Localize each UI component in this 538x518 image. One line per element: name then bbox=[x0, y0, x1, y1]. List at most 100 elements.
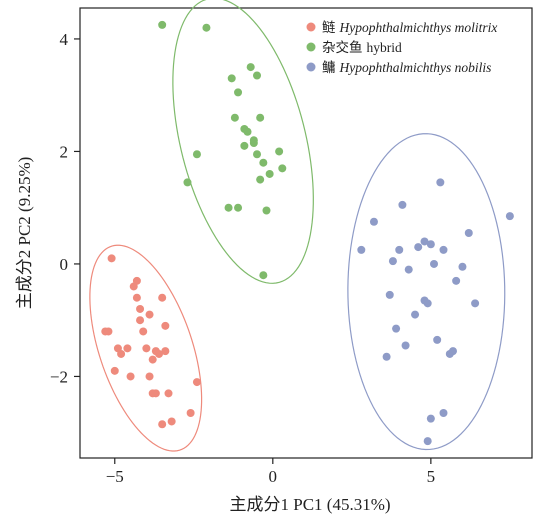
data-point bbox=[439, 245, 448, 254]
x-tick-label: 5 bbox=[427, 467, 436, 486]
data-point bbox=[104, 327, 113, 336]
data-point bbox=[136, 316, 145, 325]
data-point bbox=[278, 164, 287, 173]
data-point bbox=[426, 240, 435, 249]
data-point bbox=[161, 321, 170, 330]
data-point bbox=[382, 352, 391, 361]
y-tick-label: 4 bbox=[60, 30, 69, 49]
data-point bbox=[167, 417, 176, 426]
legend-name-latin: hybrid bbox=[367, 40, 402, 55]
data-point bbox=[158, 293, 167, 302]
data-point bbox=[161, 347, 170, 356]
data-point bbox=[139, 327, 148, 336]
data-point bbox=[401, 341, 410, 350]
legend-name-cn: 鲢 bbox=[322, 20, 336, 35]
data-point bbox=[158, 420, 167, 429]
legend-name-cn: 杂交鱼 bbox=[322, 39, 363, 55]
data-point bbox=[262, 206, 271, 215]
data-point bbox=[357, 245, 366, 254]
data-point bbox=[471, 299, 480, 308]
data-point bbox=[148, 355, 157, 364]
data-point bbox=[186, 409, 195, 417]
data-point bbox=[183, 178, 192, 187]
data-point bbox=[448, 347, 457, 356]
data-point bbox=[136, 304, 145, 313]
data-point bbox=[253, 71, 262, 80]
data-point bbox=[265, 169, 274, 178]
data-point bbox=[259, 158, 268, 167]
data-point bbox=[117, 349, 126, 358]
data-point bbox=[414, 243, 423, 252]
legend-marker bbox=[306, 42, 316, 52]
data-point bbox=[439, 409, 448, 417]
confidence-ellipse bbox=[172, 0, 314, 284]
data-points bbox=[101, 20, 514, 446]
data-point bbox=[275, 147, 284, 156]
data-point bbox=[259, 271, 268, 280]
data-point bbox=[240, 141, 249, 150]
x-tick-label: −5 bbox=[106, 467, 124, 486]
plot-frame bbox=[79, 7, 533, 459]
legend-name-cn: 鳙 bbox=[322, 60, 336, 75]
data-point bbox=[230, 113, 239, 122]
data-point bbox=[110, 366, 119, 375]
legend-entry: 杂交鱼 hybrid bbox=[322, 39, 402, 55]
data-point bbox=[404, 265, 413, 274]
data-point bbox=[151, 347, 160, 356]
data-point bbox=[420, 296, 429, 305]
data-point bbox=[126, 372, 135, 381]
legend-name-latin: Hypophthalmichthys nobilis bbox=[339, 60, 492, 75]
data-point bbox=[426, 414, 435, 423]
data-point bbox=[430, 259, 439, 268]
x-axis-label: 主成分1 PC1 (45.31%) bbox=[229, 495, 390, 514]
data-point bbox=[256, 175, 265, 184]
confidence-ellipse bbox=[89, 244, 203, 452]
data-point bbox=[436, 178, 445, 187]
data-point bbox=[224, 203, 233, 212]
confidence-ellipse bbox=[347, 133, 506, 451]
data-point bbox=[234, 88, 243, 97]
data-point bbox=[385, 290, 394, 299]
axis-ticks: −5 0 5 −2 0 2 4 bbox=[50, 30, 435, 486]
data-point bbox=[123, 344, 132, 353]
legend-entry: 鲢 Hypophthalmichthys molitrix bbox=[322, 20, 497, 35]
data-point bbox=[464, 229, 473, 237]
y-tick-label: 2 bbox=[60, 142, 69, 161]
data-point bbox=[395, 245, 404, 254]
data-point bbox=[145, 372, 154, 381]
confidence-ellipses bbox=[89, 0, 506, 452]
data-point bbox=[388, 257, 397, 266]
data-point bbox=[458, 262, 467, 271]
y-axis-label: 主成分2 PC2 (9.25%) bbox=[15, 157, 34, 310]
data-point bbox=[392, 324, 401, 333]
data-point bbox=[158, 20, 167, 29]
data-point bbox=[411, 310, 420, 319]
data-point bbox=[132, 293, 141, 302]
legend-name-latin: Hypophthalmichthys molitrix bbox=[339, 20, 498, 35]
data-point bbox=[433, 335, 442, 344]
data-point bbox=[227, 74, 236, 83]
data-point bbox=[142, 344, 151, 353]
y-tick-label: −2 bbox=[50, 367, 68, 386]
data-point bbox=[192, 150, 201, 159]
data-point bbox=[145, 310, 154, 319]
data-point bbox=[249, 136, 258, 145]
data-point bbox=[423, 437, 432, 446]
data-point bbox=[107, 254, 116, 263]
data-point bbox=[132, 276, 141, 285]
data-point bbox=[202, 23, 211, 32]
legend-marker bbox=[306, 22, 316, 32]
data-point bbox=[243, 127, 252, 136]
data-point bbox=[420, 237, 429, 246]
y-tick-label: 0 bbox=[60, 255, 69, 274]
data-point bbox=[234, 203, 243, 212]
legend-entry: 鳙 Hypophthalmichthys nobilis bbox=[322, 60, 491, 75]
data-point bbox=[164, 389, 173, 398]
data-point bbox=[369, 217, 378, 226]
data-point bbox=[452, 276, 461, 285]
x-tick-label: 0 bbox=[269, 467, 278, 486]
data-point bbox=[256, 113, 265, 122]
data-point bbox=[246, 63, 255, 72]
